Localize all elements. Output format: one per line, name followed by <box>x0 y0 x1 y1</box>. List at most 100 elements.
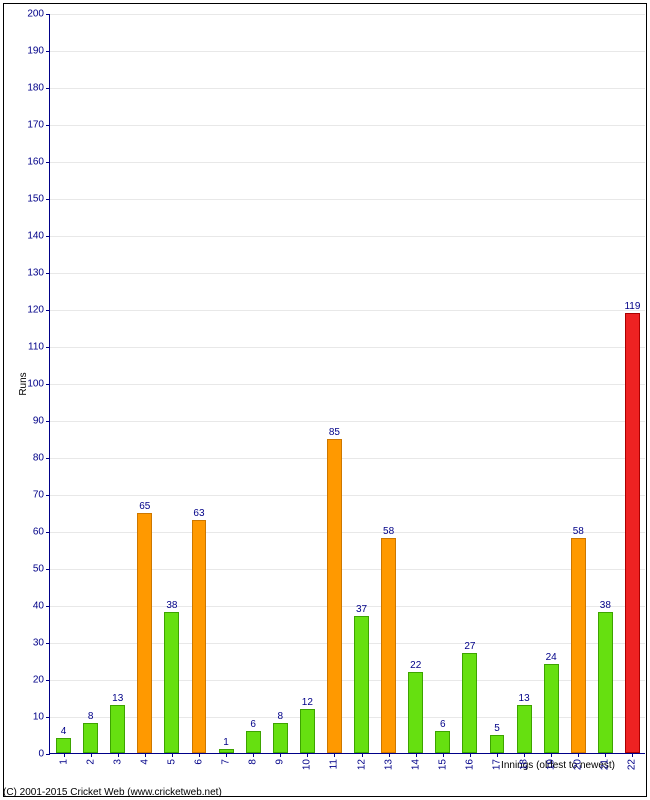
xtick-mark <box>280 753 281 757</box>
bar: 38 <box>598 612 613 753</box>
bar-value-label: 8 <box>277 711 283 722</box>
bar-value-label: 8 <box>88 711 94 722</box>
bar: 1 <box>219 749 234 753</box>
xtick-mark <box>91 753 92 757</box>
copyright-text: (C) 2001-2015 Cricket Web (www.cricketwe… <box>3 787 222 798</box>
bar: 6 <box>246 731 261 753</box>
xtick-label: 13 <box>383 759 394 770</box>
xtick-label: 10 <box>302 759 313 770</box>
ytick-label: 150 <box>27 194 44 205</box>
ytick-label: 80 <box>33 453 44 464</box>
xtick-label: 11 <box>329 759 340 769</box>
xtick-mark <box>578 753 579 757</box>
gridline <box>50 273 645 274</box>
bar-value-label: 4 <box>61 726 67 737</box>
ytick-mark <box>46 643 50 644</box>
ytick-mark <box>46 273 50 274</box>
xtick-label: 17 <box>492 759 503 770</box>
ytick-mark <box>46 199 50 200</box>
bar-value-label: 13 <box>112 693 123 704</box>
bar: 22 <box>408 672 423 753</box>
xtick-mark <box>226 753 227 757</box>
xtick-mark <box>632 753 633 757</box>
ytick-mark <box>46 458 50 459</box>
bar: 85 <box>327 439 342 754</box>
xtick-mark <box>389 753 390 757</box>
ytick-mark <box>46 310 50 311</box>
gridline <box>50 347 645 348</box>
gridline <box>50 421 645 422</box>
bar: 38 <box>164 612 179 753</box>
bar: 24 <box>544 664 559 753</box>
ytick-mark <box>46 125 50 126</box>
bar-value-label: 58 <box>573 526 584 537</box>
ytick-mark <box>46 421 50 422</box>
bar-value-label: 38 <box>600 600 611 611</box>
xtick-label: 20 <box>573 759 584 770</box>
bar: 6 <box>435 731 450 753</box>
xtick-mark <box>172 753 173 757</box>
xtick-mark <box>605 753 606 757</box>
xtick-label: 2 <box>85 759 96 765</box>
ytick-mark <box>46 532 50 533</box>
xtick-label: 6 <box>194 759 205 765</box>
bar: 65 <box>137 513 152 754</box>
bar: 58 <box>381 538 396 753</box>
gridline <box>50 51 645 52</box>
xtick-label: 21 <box>600 759 611 770</box>
gridline <box>50 14 645 15</box>
xtick-mark <box>307 753 308 757</box>
ytick-label: 200 <box>27 9 44 20</box>
bar: 12 <box>300 709 315 753</box>
ytick-mark <box>46 717 50 718</box>
xtick-label: 7 <box>221 759 232 765</box>
bar: 8 <box>273 723 288 753</box>
ytick-mark <box>46 14 50 15</box>
ytick-mark <box>46 495 50 496</box>
ytick-mark <box>46 162 50 163</box>
xtick-label: 18 <box>519 759 530 770</box>
ytick-label: 100 <box>27 379 44 390</box>
gridline <box>50 458 645 459</box>
bar-value-label: 22 <box>410 660 421 671</box>
xtick-mark <box>497 753 498 757</box>
ytick-mark <box>46 754 50 755</box>
gridline <box>50 384 645 385</box>
xtick-label: 12 <box>356 759 367 770</box>
bar-value-label: 5 <box>494 723 500 734</box>
bar-value-label: 24 <box>546 652 557 663</box>
xtick-mark <box>416 753 417 757</box>
bar-value-label: 58 <box>383 526 394 537</box>
gridline <box>50 162 645 163</box>
ytick-label: 190 <box>27 46 44 57</box>
ytick-mark <box>46 51 50 52</box>
bar-value-label: 63 <box>193 508 204 519</box>
bar-value-label: 6 <box>440 719 446 730</box>
ytick-label: 40 <box>33 601 44 612</box>
xtick-label: 9 <box>275 759 286 765</box>
bar: 37 <box>354 616 369 753</box>
xtick-label: 5 <box>166 759 177 765</box>
xtick-label: 4 <box>139 759 150 765</box>
ytick-label: 30 <box>33 638 44 649</box>
plot-area: Runs Innings (oldest to newest) 01020304… <box>49 14 645 754</box>
xtick-label: 16 <box>464 759 475 770</box>
ytick-mark <box>46 606 50 607</box>
bar-value-label: 38 <box>166 600 177 611</box>
ytick-mark <box>46 569 50 570</box>
gridline <box>50 125 645 126</box>
bar: 63 <box>192 520 207 753</box>
xtick-mark <box>253 753 254 757</box>
xtick-label: 3 <box>112 759 123 765</box>
xtick-mark <box>443 753 444 757</box>
ytick-label: 20 <box>33 675 44 686</box>
bar-value-label: 37 <box>356 604 367 615</box>
ytick-mark <box>46 680 50 681</box>
bar: 27 <box>462 653 477 753</box>
xtick-mark <box>362 753 363 757</box>
ytick-label: 170 <box>27 120 44 131</box>
bar: 119 <box>625 313 640 753</box>
xtick-mark <box>470 753 471 757</box>
ytick-label: 70 <box>33 490 44 501</box>
xtick-mark <box>551 753 552 757</box>
